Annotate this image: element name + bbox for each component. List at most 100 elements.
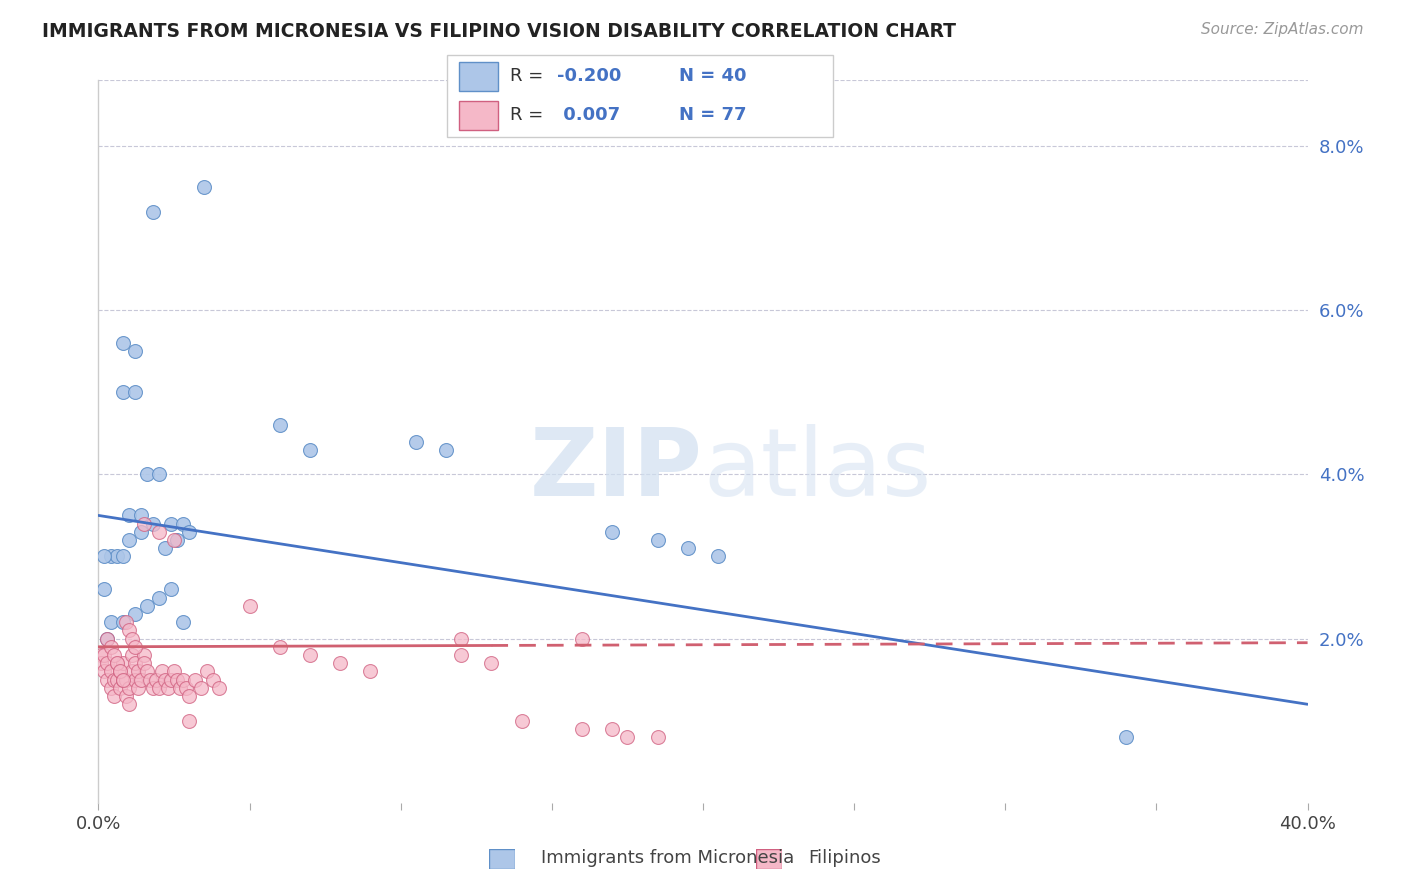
- Point: [100, 549, 122, 564]
- Point: [148, 681, 170, 695]
- Point: [111, 657, 134, 671]
- Point: [127, 681, 149, 695]
- Point: [571, 632, 593, 646]
- Point: [121, 632, 143, 646]
- Point: [100, 640, 122, 654]
- Point: [208, 681, 231, 695]
- Point: [111, 673, 134, 687]
- Point: [179, 714, 201, 728]
- Point: [450, 632, 472, 646]
- Point: [160, 582, 183, 597]
- Text: R =: R =: [510, 68, 548, 86]
- Point: [153, 673, 176, 687]
- Point: [166, 533, 188, 547]
- Text: Filipinos: Filipinos: [808, 849, 882, 867]
- Point: [111, 673, 134, 687]
- Point: [142, 516, 165, 531]
- Point: [118, 681, 141, 695]
- Point: [160, 516, 183, 531]
- Point: [299, 442, 322, 457]
- Point: [108, 681, 131, 695]
- Point: [127, 665, 149, 679]
- Point: [129, 524, 152, 539]
- Point: [111, 615, 134, 630]
- Bar: [458, 101, 498, 130]
- Text: atlas: atlas: [703, 425, 931, 516]
- Point: [100, 681, 122, 695]
- Point: [135, 467, 157, 482]
- Bar: [458, 62, 498, 91]
- Point: [647, 730, 669, 744]
- Point: [90, 648, 112, 662]
- Point: [135, 665, 157, 679]
- Point: [160, 673, 183, 687]
- Point: [105, 673, 128, 687]
- Point: [124, 607, 146, 621]
- Point: [360, 665, 382, 679]
- Point: [132, 648, 155, 662]
- Point: [163, 665, 186, 679]
- Point: [195, 665, 218, 679]
- Point: [707, 549, 730, 564]
- Point: [103, 673, 125, 687]
- Point: [124, 385, 146, 400]
- Point: [450, 648, 472, 662]
- Point: [114, 689, 136, 703]
- Point: [124, 673, 146, 687]
- Point: [93, 665, 115, 679]
- Point: [96, 657, 118, 671]
- Point: [93, 582, 115, 597]
- Point: [153, 541, 176, 556]
- Point: [118, 624, 141, 638]
- Point: [169, 681, 191, 695]
- FancyBboxPatch shape: [447, 55, 832, 136]
- Point: [100, 665, 122, 679]
- Point: [111, 549, 134, 564]
- Point: [124, 344, 146, 359]
- Point: [602, 722, 624, 736]
- Point: [510, 714, 533, 728]
- Point: [108, 665, 131, 679]
- Point: [405, 434, 427, 449]
- Point: [96, 632, 118, 646]
- Point: [156, 681, 179, 695]
- Point: [96, 673, 118, 687]
- Text: IMMIGRANTS FROM MICRONESIA VS FILIPINO VISION DISABILITY CORRELATION CHART: IMMIGRANTS FROM MICRONESIA VS FILIPINO V…: [42, 22, 956, 41]
- Point: [602, 524, 624, 539]
- Point: [193, 180, 215, 194]
- Point: [184, 673, 207, 687]
- Point: [163, 533, 186, 547]
- Point: [142, 681, 165, 695]
- Point: [179, 689, 201, 703]
- Point: [174, 681, 197, 695]
- Point: [202, 673, 225, 687]
- Point: [118, 698, 141, 712]
- Point: [148, 591, 170, 605]
- Point: [124, 657, 146, 671]
- Text: N = 77: N = 77: [679, 106, 747, 124]
- Point: [90, 657, 112, 671]
- Point: [118, 508, 141, 523]
- Point: [96, 632, 118, 646]
- Point: [647, 533, 669, 547]
- Point: [111, 336, 134, 351]
- Point: [132, 516, 155, 531]
- Point: [103, 689, 125, 703]
- Point: [142, 204, 165, 219]
- Point: [121, 648, 143, 662]
- Point: [145, 673, 167, 687]
- Point: [434, 442, 457, 457]
- Point: [132, 657, 155, 671]
- Point: [93, 648, 115, 662]
- Point: [105, 657, 128, 671]
- Point: [616, 730, 638, 744]
- Point: [299, 648, 322, 662]
- Point: [114, 615, 136, 630]
- Text: -0.200: -0.200: [557, 68, 621, 86]
- Point: [481, 657, 503, 671]
- Point: [179, 524, 201, 539]
- Point: [139, 673, 162, 687]
- Point: [172, 673, 194, 687]
- Point: [118, 533, 141, 547]
- Point: [114, 673, 136, 687]
